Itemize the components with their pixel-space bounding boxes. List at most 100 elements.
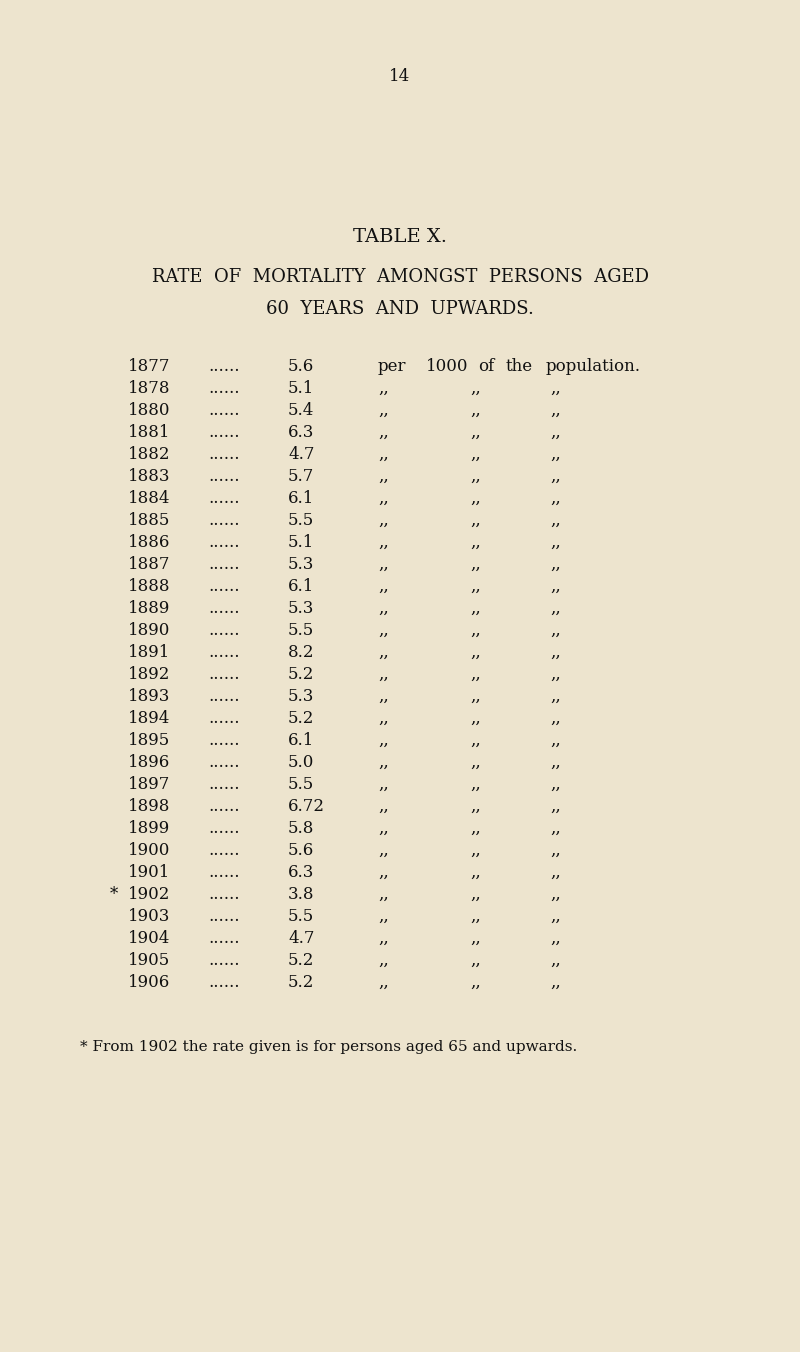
Text: 1902: 1902 (128, 886, 170, 903)
Text: ,,: ,, (378, 667, 389, 683)
Text: ,,: ,, (470, 909, 481, 925)
Text: 1891: 1891 (128, 644, 170, 661)
Text: ......: ...... (208, 776, 239, 794)
Text: 6.3: 6.3 (288, 864, 314, 882)
Text: ,,: ,, (470, 556, 481, 573)
Text: ,,: ,, (378, 886, 389, 903)
Text: ......: ...... (208, 380, 239, 397)
Text: ......: ...... (208, 446, 239, 462)
Text: ,,: ,, (550, 821, 561, 837)
Text: 5.8: 5.8 (288, 821, 314, 837)
Text: 1886: 1886 (128, 534, 170, 552)
Text: 1901: 1901 (128, 864, 170, 882)
Text: ,,: ,, (470, 534, 481, 552)
Text: ,,: ,, (550, 489, 561, 507)
Text: ,,: ,, (378, 909, 389, 925)
Text: 1881: 1881 (128, 425, 170, 441)
Text: ,,: ,, (550, 710, 561, 727)
Text: ......: ...... (208, 754, 239, 771)
Text: 6.72: 6.72 (288, 798, 325, 815)
Text: 5.2: 5.2 (288, 667, 314, 683)
Text: 1895: 1895 (128, 731, 170, 749)
Text: ,,: ,, (470, 489, 481, 507)
Text: 1904: 1904 (128, 930, 170, 946)
Text: ,,: ,, (378, 754, 389, 771)
Text: ,,: ,, (470, 754, 481, 771)
Text: ......: ...... (208, 600, 239, 617)
Text: ......: ...... (208, 512, 239, 529)
Text: ,,: ,, (550, 556, 561, 573)
Text: ......: ...... (208, 556, 239, 573)
Text: ,,: ,, (378, 489, 389, 507)
Text: ,,: ,, (550, 644, 561, 661)
Text: ,,: ,, (470, 622, 481, 639)
Text: 5.1: 5.1 (288, 534, 314, 552)
Text: ,,: ,, (378, 512, 389, 529)
Text: ,,: ,, (550, 973, 561, 991)
Text: ,,: ,, (378, 710, 389, 727)
Text: ,,: ,, (378, 600, 389, 617)
Text: ,,: ,, (550, 667, 561, 683)
Text: 1897: 1897 (128, 776, 170, 794)
Text: ,,: ,, (378, 973, 389, 991)
Text: 1880: 1880 (128, 402, 170, 419)
Text: 1889: 1889 (128, 600, 170, 617)
Text: ......: ...... (208, 710, 239, 727)
Text: 5.2: 5.2 (288, 710, 314, 727)
Text: ......: ...... (208, 579, 239, 595)
Text: ,,: ,, (470, 842, 481, 859)
Text: ......: ...... (208, 842, 239, 859)
Text: ......: ...... (208, 468, 239, 485)
Text: ......: ...... (208, 534, 239, 552)
Text: 14: 14 (390, 68, 410, 85)
Text: 1890: 1890 (128, 622, 170, 639)
Text: 60  YEARS  AND  UPWARDS.: 60 YEARS AND UPWARDS. (266, 300, 534, 318)
Text: 3.8: 3.8 (288, 886, 314, 903)
Text: ,,: ,, (470, 930, 481, 946)
Text: ,,: ,, (550, 930, 561, 946)
Text: ......: ...... (208, 930, 239, 946)
Text: *: * (110, 886, 118, 903)
Text: ,,: ,, (550, 909, 561, 925)
Text: ......: ...... (208, 821, 239, 837)
Text: 6.1: 6.1 (288, 489, 314, 507)
Text: ,,: ,, (378, 468, 389, 485)
Text: ,,: ,, (378, 402, 389, 419)
Text: ,,: ,, (550, 731, 561, 749)
Text: ......: ...... (208, 973, 239, 991)
Text: 5.5: 5.5 (288, 622, 314, 639)
Text: 1887: 1887 (128, 556, 170, 573)
Text: ,,: ,, (378, 821, 389, 837)
Text: ......: ...... (208, 864, 239, 882)
Text: ,,: ,, (378, 644, 389, 661)
Text: 5.5: 5.5 (288, 776, 314, 794)
Text: 8.2: 8.2 (288, 644, 314, 661)
Text: TABLE X.: TABLE X. (353, 228, 447, 246)
Text: ,,: ,, (378, 731, 389, 749)
Text: ,,: ,, (378, 579, 389, 595)
Text: 1898: 1898 (128, 798, 170, 815)
Text: ,,: ,, (470, 886, 481, 903)
Text: ,,: ,, (378, 798, 389, 815)
Text: ,,: ,, (470, 446, 481, 462)
Text: ,,: ,, (470, 468, 481, 485)
Text: 1888: 1888 (128, 579, 170, 595)
Text: 1896: 1896 (128, 754, 170, 771)
Text: ,,: ,, (470, 821, 481, 837)
Text: 1893: 1893 (128, 688, 170, 704)
Text: 5.2: 5.2 (288, 952, 314, 969)
Text: ,,: ,, (470, 425, 481, 441)
Text: 5.2: 5.2 (288, 973, 314, 991)
Text: 5.7: 5.7 (288, 468, 314, 485)
Text: 6.3: 6.3 (288, 425, 314, 441)
Text: ,,: ,, (550, 579, 561, 595)
Text: 5.0: 5.0 (288, 754, 314, 771)
Text: ,,: ,, (378, 534, 389, 552)
Text: 5.3: 5.3 (288, 688, 314, 704)
Text: ......: ...... (208, 952, 239, 969)
Text: 4.7: 4.7 (288, 446, 314, 462)
Text: 5.1: 5.1 (288, 380, 314, 397)
Text: ......: ...... (208, 909, 239, 925)
Text: ,,: ,, (550, 842, 561, 859)
Text: ......: ...... (208, 667, 239, 683)
